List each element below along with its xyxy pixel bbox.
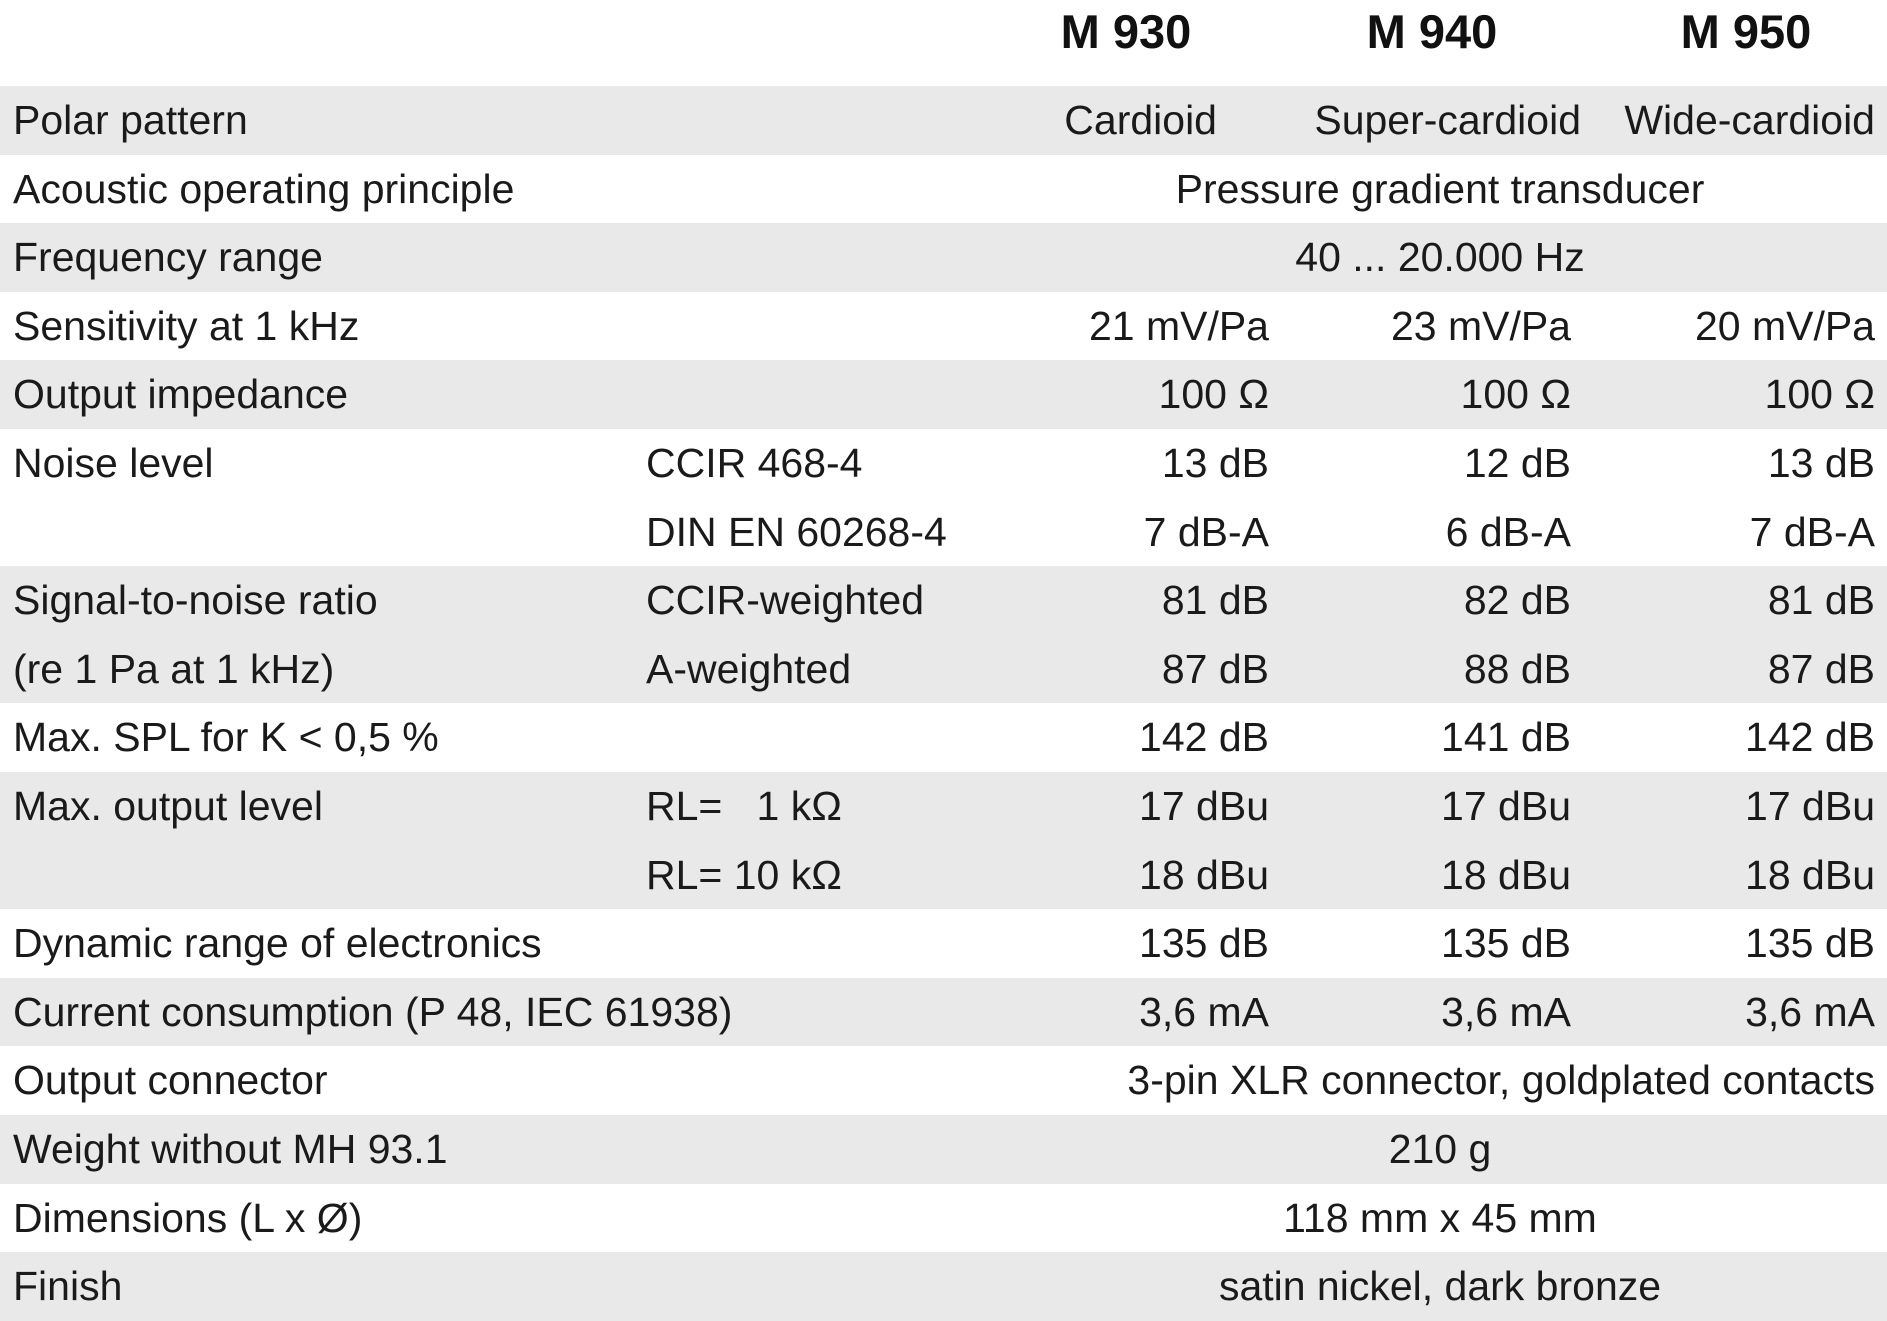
value-all-models: satin nickel, dark bronze: [1218, 1263, 1662, 1310]
value-all-models: 3-pin XLR connector, goldplated contacts: [1127, 1057, 1875, 1104]
row-label: Dimensions (L x Ø): [13, 1194, 363, 1241]
row-dynamic-range: Dynamic range of electronics 135 dB 135 …: [0, 909, 1887, 978]
value-m940: 135 dB: [1441, 920, 1571, 967]
row-frequency-range: Frequency range 40 ... 20.000 Hz: [0, 223, 1887, 292]
model-m940-heading: M 940: [1366, 5, 1498, 58]
value-m930: 142 dB: [1139, 714, 1269, 761]
row-max-output-1k: Max. output level RL= 1 kΩ 17 dBu 17 dBu…: [0, 771, 1887, 841]
row-noise-level-ccir: Noise level CCIR 468-4 13 dB 12 dB 13 dB: [0, 428, 1887, 498]
value-m950: 18 dBu: [1745, 851, 1875, 898]
row-acoustic-principle: Acoustic operating principle Pressure gr…: [0, 154, 1887, 224]
value-m930: 135 dB: [1139, 920, 1269, 967]
value-m940: 6 dB-A: [1445, 508, 1571, 555]
value-m930: 3,6 mA: [1139, 988, 1269, 1035]
value-m950: Wide-cardioid: [1624, 97, 1875, 143]
row-label: Weight without MH 93.1: [13, 1125, 448, 1172]
value-m940: 12 dB: [1463, 439, 1571, 486]
row-label: (re 1 Pa at 1 kHz): [13, 645, 335, 692]
value-m950: 7 dB-A: [1749, 508, 1875, 555]
row-output-impedance: Output impedance 100 Ω 100 Ω 100 Ω: [0, 360, 1887, 429]
value-m940: Super-cardioid: [1314, 97, 1581, 143]
value-all-models: 118 mm x 45 mm: [1283, 1194, 1597, 1241]
row-max-spl: Max. SPL for K < 0,5 % 142 dB 141 dB 142…: [0, 703, 1887, 772]
value-m930: 87 dB: [1161, 645, 1269, 692]
value-m950: 13 dB: [1767, 439, 1875, 486]
value-m940: 17 dBu: [1441, 782, 1571, 829]
value-m950: 87 dB: [1767, 645, 1875, 692]
row-sublabel: CCIR 468-4: [646, 439, 863, 486]
row-label: Max. SPL for K < 0,5 %: [13, 714, 439, 761]
value-m930: 21 mV/Pa: [1088, 302, 1269, 349]
value-m930: 7 dB-A: [1143, 508, 1269, 555]
value-m930: 13 dB: [1161, 439, 1269, 486]
row-current-consumption: Current consumption (P 48, IEC 61938) 3,…: [0, 977, 1887, 1047]
value-m940: 18 dBu: [1441, 851, 1571, 898]
value-m940: 100 Ω: [1460, 371, 1571, 418]
row-snr-ccir: Signal-to-noise ratio CCIR-weighted 81 d…: [0, 566, 1887, 635]
row-label: Output connector: [13, 1057, 328, 1104]
value-m930: Cardioid: [1064, 97, 1217, 143]
row-label: Sensitivity at 1 kHz: [13, 302, 360, 349]
row-finish: Finish satin nickel, dark bronze: [0, 1252, 1887, 1321]
row-label: Frequency range: [13, 234, 323, 281]
row-sublabel: A-weighted: [646, 645, 852, 692]
row-label: Polar pattern: [13, 97, 248, 143]
row-noise-level-din: DIN EN 60268-4 7 dB-A 6 dB-A 7 dB-A: [0, 497, 1887, 567]
model-header: M 930 M 940 M 950: [0, 0, 1887, 86]
value-all-models: 40 ... 20.000 Hz: [1295, 234, 1585, 281]
row-label: Acoustic operating principle: [13, 165, 515, 212]
row-sublabel: DIN EN 60268-4: [646, 508, 947, 555]
value-m940: 82 dB: [1463, 577, 1571, 624]
row-sublabel: RL= 10 kΩ: [646, 851, 842, 898]
row-label: Finish: [13, 1263, 123, 1310]
row-sensitivity: Sensitivity at 1 kHz 21 mV/Pa 23 mV/Pa 2…: [0, 291, 1887, 361]
row-sublabel: CCIR-weighted: [646, 577, 924, 624]
row-label: Signal-to-noise ratio: [13, 577, 378, 624]
row-label: Output impedance: [13, 371, 349, 418]
row-max-output-10k: RL= 10 kΩ 18 dBu 18 dBu 18 dBu: [0, 840, 1887, 910]
value-m940: 141 dB: [1441, 714, 1571, 761]
value-all-models: Pressure gradient transducer: [1175, 165, 1705, 212]
value-m930: 81 dB: [1161, 577, 1269, 624]
row-sublabel: RL= 1 kΩ: [646, 782, 842, 829]
row-label: Noise level: [13, 439, 214, 486]
value-m940: 23 mV/Pa: [1390, 302, 1571, 349]
row-label: Max. output level: [13, 782, 323, 829]
value-m930: 18 dBu: [1139, 851, 1269, 898]
model-m930-heading: M 930: [1060, 5, 1192, 58]
model-m950-heading: M 950: [1680, 5, 1812, 58]
row-label: Dynamic range of electronics: [13, 920, 542, 967]
value-m950: 142 dB: [1745, 714, 1875, 761]
value-m950: 100 Ω: [1764, 371, 1875, 418]
value-m940: 3,6 mA: [1441, 988, 1571, 1035]
value-m950: 20 mV/Pa: [1694, 302, 1875, 349]
value-m930: 17 dBu: [1139, 782, 1269, 829]
row-output-connector: Output connector 3-pin XLR connector, go…: [0, 1046, 1887, 1115]
value-m930: 100 Ω: [1158, 371, 1269, 418]
value-m950: 17 dBu: [1745, 782, 1875, 829]
row-label: Current consumption (P 48, IEC 61938): [13, 988, 733, 1035]
value-m940: 88 dB: [1463, 645, 1571, 692]
row-weight: Weight without MH 93.1 210 g: [0, 1114, 1887, 1184]
row-snr-a-weighted: (re 1 Pa at 1 kHz) A-weighted 87 dB 88 d…: [0, 634, 1887, 704]
value-m950: 135 dB: [1745, 920, 1875, 967]
value-m950: 81 dB: [1767, 577, 1875, 624]
row-polar-pattern: Polar pattern Cardioid Super-cardioid Wi…: [0, 86, 1887, 155]
value-m950: 3,6 mA: [1745, 988, 1875, 1035]
row-dimensions: Dimensions (L x Ø) 118 mm x 45 mm: [0, 1183, 1887, 1253]
value-all-models: 210 g: [1388, 1125, 1492, 1172]
